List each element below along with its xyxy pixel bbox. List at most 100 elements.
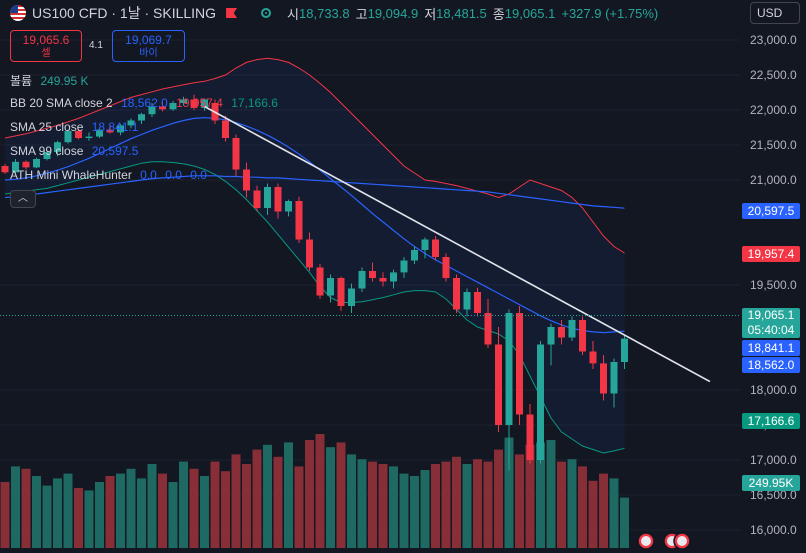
candle-body — [621, 338, 628, 362]
close-label: 종 — [492, 6, 505, 22]
price-axis-label: 16,000.0 — [750, 523, 797, 537]
high-label: 고 — [355, 6, 368, 22]
volume-bar — [452, 456, 461, 548]
volume-price-tag: 249.95K — [742, 475, 800, 491]
us-flag-icon — [10, 5, 26, 21]
currency-label: USD — [757, 6, 783, 20]
candle-body — [327, 278, 334, 296]
volume-bar — [494, 449, 503, 548]
volume-bar — [168, 482, 178, 548]
red-flag-icon[interactable] — [226, 8, 238, 18]
ath-value-2: 0.0 — [165, 168, 182, 182]
price-axis-label: 21,000.0 — [750, 173, 797, 187]
ath-label: ATH Mini WhaleHunter — [10, 168, 132, 182]
high-value: 19,094.9 — [367, 5, 419, 21]
volume-bar — [252, 449, 262, 548]
volume-bar — [231, 454, 241, 548]
price-axis-label: 22,000.0 — [750, 103, 797, 117]
volume-bar — [95, 482, 104, 548]
event-badges — [637, 532, 691, 550]
ath-value-1: 0.0 — [140, 168, 157, 182]
candle-body — [243, 169, 250, 191]
volume-bar — [546, 440, 556, 548]
volume-bar — [462, 464, 472, 548]
us-flag-icon-inner — [641, 536, 651, 546]
countdown: 05:40:04 — [747, 323, 795, 337]
volume-bar — [515, 454, 524, 548]
last-price: 19,065.1 — [747, 308, 795, 322]
candle-body — [306, 239, 313, 268]
candle-body — [43, 152, 51, 159]
candle-body — [505, 313, 513, 425]
candle-body — [358, 271, 366, 289]
volume-value: 249.95 K — [40, 74, 89, 88]
sell-label: 셀 — [41, 48, 51, 59]
volume-bar — [63, 473, 73, 548]
candle-body — [568, 320, 576, 338]
candle-body — [253, 190, 261, 208]
low-label: 저 — [424, 6, 437, 22]
price-axis-label: 23,000.0 — [750, 33, 797, 47]
candle-body — [274, 187, 282, 212]
volume-bar — [273, 456, 283, 548]
candle-body — [400, 260, 408, 273]
legend-sma25[interactable]: SMA 25 close 18,841.1 — [10, 120, 143, 134]
buy-button[interactable]: 19,069.7 바이 — [112, 30, 185, 62]
volume-bar — [410, 476, 419, 548]
bb-label: BB 20 SMA close 2 — [10, 96, 113, 110]
bb-mid-price-tag: 18,562.0 — [742, 357, 800, 373]
candle-body — [432, 239, 439, 257]
price-axis-label: 18,000.0 — [750, 383, 797, 397]
bb-lower-price-tag: 17,166.6 — [742, 413, 800, 429]
volume-bar — [116, 473, 125, 548]
candlesticks — [1, 94, 628, 471]
price-axis-label: 21,500.0 — [750, 138, 797, 152]
legend-volume[interactable]: 볼륨 249.95 K — [10, 72, 93, 89]
candle-body — [547, 327, 555, 345]
legend-sma99[interactable]: SMA 99 close 20,597.5 — [10, 144, 143, 158]
sell-price: 19,065.6 — [22, 33, 70, 47]
candle-body — [463, 292, 471, 310]
candle-body — [610, 362, 618, 394]
market-status-icon[interactable] — [261, 8, 272, 18]
buy-label: 바이 — [139, 48, 158, 59]
symbol-title[interactable]: US100 CFD · 1날 · SKILLING — [32, 5, 217, 21]
candle-body — [474, 292, 481, 313]
candle-body — [106, 129, 114, 133]
volume-bar — [567, 459, 577, 548]
volume-bar — [326, 447, 335, 548]
candle-body — [453, 278, 460, 310]
legend-ath[interactable]: ATH Mini WhaleHunter 0.0 0.0 0.0 — [10, 168, 212, 182]
volume-bar — [242, 464, 251, 548]
candle-body — [54, 142, 61, 152]
candle-body — [295, 201, 303, 240]
sell-button[interactable]: 19,065.6 셀 — [10, 30, 82, 62]
trendline — [204, 105, 711, 383]
volume-bar — [557, 461, 566, 548]
volume-bar — [42, 485, 52, 548]
volume-bar — [21, 468, 31, 548]
sma25-value: 18,841.1 — [91, 120, 139, 134]
spread-value: 4.1 — [89, 40, 103, 51]
volume-bar — [599, 473, 608, 548]
candle-body — [379, 278, 387, 282]
candle-body — [232, 138, 240, 170]
volume-bar — [74, 488, 83, 548]
volume-bar — [221, 471, 230, 548]
volume-bar — [368, 461, 377, 548]
collapse-legend-button[interactable]: ︿ — [10, 190, 36, 208]
candle-body — [1, 166, 9, 173]
volume-label: 볼륨 — [10, 74, 33, 88]
volume-bar — [294, 466, 304, 548]
buy-price: 19,069.7 — [125, 33, 172, 47]
candle-body — [495, 344, 502, 425]
candle-body — [600, 363, 607, 394]
currency-dropdown[interactable]: USD — [750, 2, 800, 24]
low-value: 18,481.5 — [436, 5, 487, 21]
volume-bar — [263, 444, 272, 548]
legend-bb[interactable]: BB 20 SMA close 2 18,562.0 19,957.4 17,1… — [10, 96, 283, 110]
candle-body — [201, 99, 208, 108]
volume-bar — [105, 476, 115, 548]
bollinger-upper-line — [4, 57, 625, 254]
